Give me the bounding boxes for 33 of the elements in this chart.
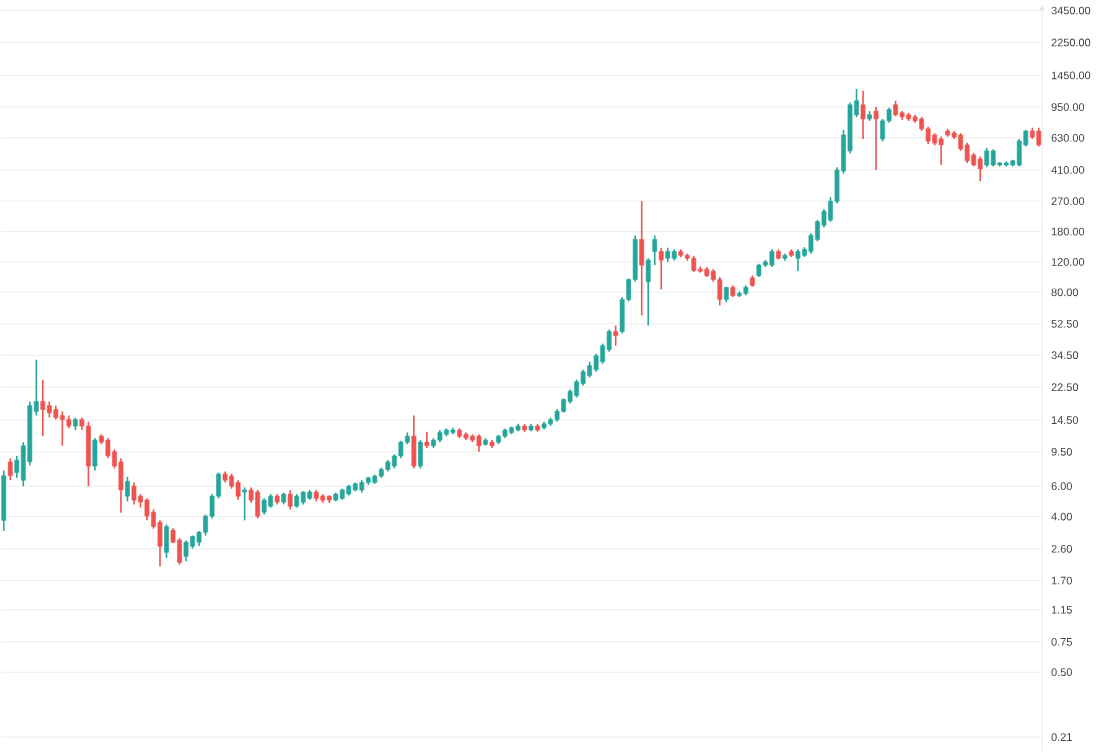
- candlestick: [1, 469, 7, 533]
- candlestick: [418, 439, 423, 470]
- candlestick: [183, 540, 189, 563]
- candlestick: [795, 248, 801, 273]
- candlestick: [613, 325, 619, 347]
- candlestick: [411, 415, 417, 470]
- candlestick: [7, 457, 13, 482]
- candlestick: [717, 276, 723, 307]
- candlestick: [177, 537, 182, 566]
- candlestick: [287, 489, 293, 511]
- candlestick: [242, 486, 247, 522]
- candlestick: [658, 247, 664, 291]
- candlestick: [125, 476, 130, 503]
- candlestick: [984, 147, 990, 169]
- candlestick: [118, 457, 124, 514]
- candlestick: [86, 421, 91, 488]
- candlestick: [164, 523, 169, 560]
- candlestick: [40, 379, 46, 438]
- candlestick: [1016, 138, 1022, 168]
- candlestick: [860, 90, 866, 141]
- candlestick: [59, 410, 65, 447]
- candlestick: [1036, 127, 1042, 148]
- candlestick: [131, 482, 137, 506]
- candlestick: [144, 497, 150, 522]
- candlestick: [92, 437, 98, 472]
- candlestick: [977, 156, 983, 183]
- candlestick: [255, 489, 261, 520]
- candlestick: [105, 437, 111, 460]
- candlestick: [938, 136, 944, 167]
- candlestick: [639, 200, 645, 317]
- candlestick: [873, 106, 879, 172]
- candlestick: [235, 479, 241, 501]
- candlestick: [424, 431, 430, 450]
